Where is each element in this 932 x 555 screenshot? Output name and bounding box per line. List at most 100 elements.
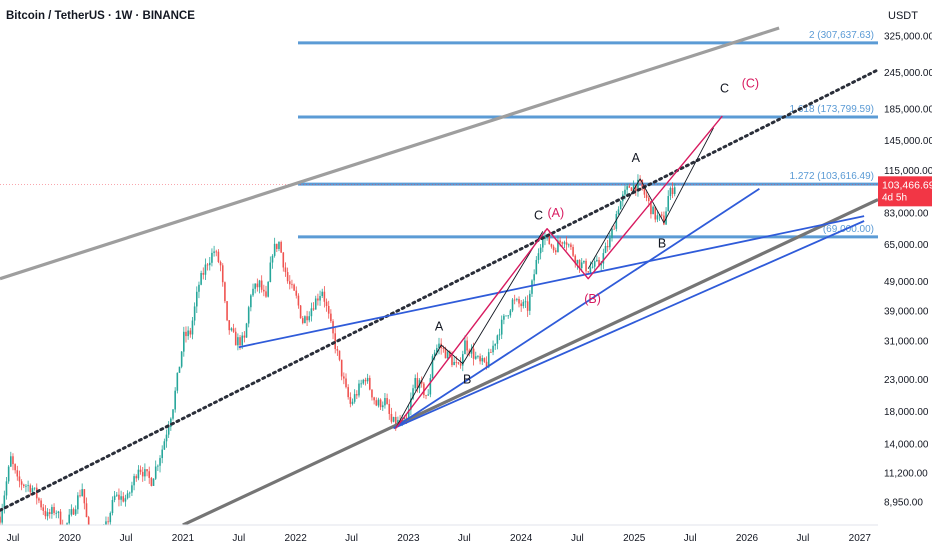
candle-body (436, 347, 438, 353)
y-tick-label: 49,000.00 (884, 277, 929, 288)
x-tick-label: Jul (571, 533, 584, 544)
candle-body (576, 259, 579, 264)
candle-body (120, 496, 122, 500)
candle-body (371, 389, 373, 398)
candle-body (48, 512, 51, 515)
candle-body (487, 352, 490, 368)
candle-body (516, 299, 518, 300)
candle-body (53, 507, 55, 513)
candle-body (200, 273, 202, 285)
candle-body (438, 343, 440, 348)
candle-body (423, 383, 425, 396)
candle-body (208, 262, 211, 266)
candle-body (667, 196, 670, 212)
y-tick-label: 245,000.00 (884, 68, 932, 79)
candle-body (14, 464, 16, 471)
candle-body (343, 376, 345, 379)
channel-upper-line (0, 26, 780, 281)
candle-body (645, 194, 648, 198)
candle-body (334, 333, 336, 350)
candle-body (353, 394, 356, 402)
candle-body (141, 471, 144, 477)
candle-body (630, 187, 633, 191)
candle-body (554, 250, 557, 253)
candle-body (650, 201, 652, 215)
candle-body (356, 394, 358, 396)
x-tick-label: Jul (458, 533, 471, 544)
candle-body (565, 242, 568, 245)
candle-body (133, 476, 135, 486)
candle-body (206, 264, 209, 266)
candle-body (183, 331, 185, 352)
candle-body (226, 301, 228, 321)
candle-body (634, 184, 637, 192)
candle-body (455, 362, 458, 363)
candle-body (139, 469, 142, 472)
candle-body (535, 259, 538, 275)
candle-body (77, 495, 79, 510)
x-tick-label: 2024 (510, 533, 533, 544)
y-tick-label: 14,000.00 (884, 439, 929, 450)
candle-body (306, 316, 308, 321)
candle-body (0, 516, 1, 523)
candle-body (583, 260, 585, 263)
x-tick-label: 2026 (736, 533, 759, 544)
wave-label: C (720, 81, 729, 95)
candle-body (42, 507, 45, 511)
candle-body (366, 377, 369, 382)
candle-body (234, 331, 237, 346)
candle-body (288, 281, 291, 285)
candle-body (388, 403, 391, 414)
candle-body (518, 299, 520, 304)
candle-body (72, 509, 75, 515)
wave-label: B (658, 237, 666, 251)
candle-body (252, 288, 254, 296)
fib-level-label: 2 (307,637.63) (809, 30, 874, 41)
channel-lower-line (182, 198, 878, 525)
candle-body (55, 512, 58, 514)
candle-body (154, 466, 157, 479)
candle-body (323, 291, 326, 302)
candle-body (10, 456, 12, 467)
candle-body (641, 179, 644, 189)
candle-body (228, 320, 231, 331)
last-price-tag: 103,466.69 4d 5h (878, 176, 932, 207)
candle-body (470, 348, 473, 354)
candle-body (669, 187, 672, 197)
candle-body (70, 509, 73, 515)
candle-body (180, 351, 183, 367)
candle-body (83, 489, 86, 504)
wave-label: A (435, 320, 444, 334)
candle-body (193, 306, 196, 321)
candle-body (211, 252, 213, 263)
y-tick-label: 115,000.00 (884, 166, 932, 177)
candle-body (59, 511, 62, 525)
candle-body (118, 494, 120, 500)
candle-body (593, 261, 596, 267)
candle-body (466, 340, 468, 351)
candle-body (74, 509, 77, 515)
candle-body (33, 487, 36, 489)
candle-body (492, 345, 494, 353)
candle-body (167, 426, 170, 435)
candle-body (613, 228, 615, 230)
candle-body (347, 387, 349, 398)
candle-body (446, 351, 449, 359)
candle-body (509, 310, 512, 316)
candle-body (451, 356, 453, 366)
candle-body (557, 240, 559, 253)
x-tick-label: Jul (797, 533, 810, 544)
candle-body (239, 337, 241, 346)
candle-body (157, 465, 159, 467)
candle-body (254, 283, 256, 289)
candle-body (312, 308, 315, 310)
candle-body (278, 242, 280, 249)
x-tick-label: Jul (7, 533, 20, 544)
candle-body (360, 383, 362, 385)
candle-body (574, 255, 577, 264)
candle-body (611, 228, 613, 239)
y-tick-label: 65,000.00 (884, 240, 929, 251)
candle-body (500, 319, 503, 335)
